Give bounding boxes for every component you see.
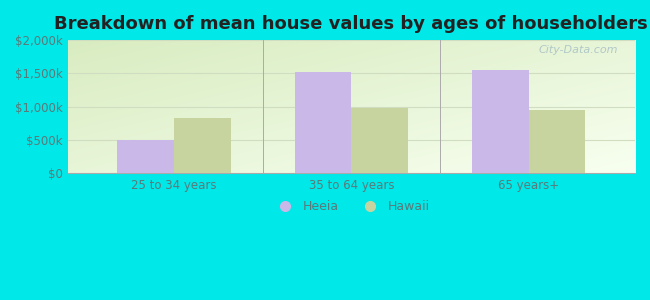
Bar [528,110,586,173]
Title: Breakdown of mean house values by ages of householders: Breakdown of mean house values by ages o… [55,15,648,33]
Bar [351,109,408,173]
Bar [117,140,174,173]
Legend: Heeia, Hawaii: Heeia, Hawaii [268,195,435,218]
Bar [294,72,351,173]
Bar [472,70,528,173]
Text: City-Data.com: City-Data.com [538,45,618,56]
Bar [174,118,231,173]
